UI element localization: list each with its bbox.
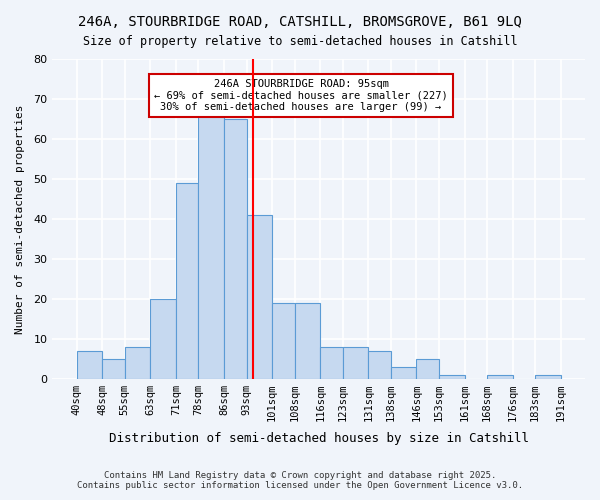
X-axis label: Distribution of semi-detached houses by size in Catshill: Distribution of semi-detached houses by … — [109, 432, 529, 445]
Bar — [368, 350, 391, 378]
Text: Contains HM Land Registry data © Crown copyright and database right 2025.
Contai: Contains HM Land Registry data © Crown c… — [77, 470, 523, 490]
Text: 246A STOURBRIDGE ROAD: 95sqm
← 69% of semi-detached houses are smaller (227)
30%: 246A STOURBRIDGE ROAD: 95sqm ← 69% of se… — [154, 79, 448, 112]
Bar — [224, 119, 247, 378]
Text: Size of property relative to semi-detached houses in Catshill: Size of property relative to semi-detach… — [83, 35, 517, 48]
Bar — [295, 302, 320, 378]
Bar — [272, 302, 295, 378]
Bar — [102, 358, 125, 378]
Bar — [535, 374, 561, 378]
Y-axis label: Number of semi-detached properties: Number of semi-detached properties — [15, 104, 25, 334]
Bar — [343, 346, 368, 378]
Bar — [77, 350, 102, 378]
Bar — [150, 298, 176, 378]
Bar — [247, 215, 272, 378]
Text: 246A, STOURBRIDGE ROAD, CATSHILL, BROMSGROVE, B61 9LQ: 246A, STOURBRIDGE ROAD, CATSHILL, BROMSG… — [78, 15, 522, 29]
Bar — [487, 374, 512, 378]
Bar — [439, 374, 464, 378]
Bar — [176, 183, 199, 378]
Bar — [125, 346, 150, 378]
Bar — [199, 111, 224, 378]
Bar — [416, 358, 439, 378]
Bar — [391, 366, 416, 378]
Bar — [320, 346, 343, 378]
